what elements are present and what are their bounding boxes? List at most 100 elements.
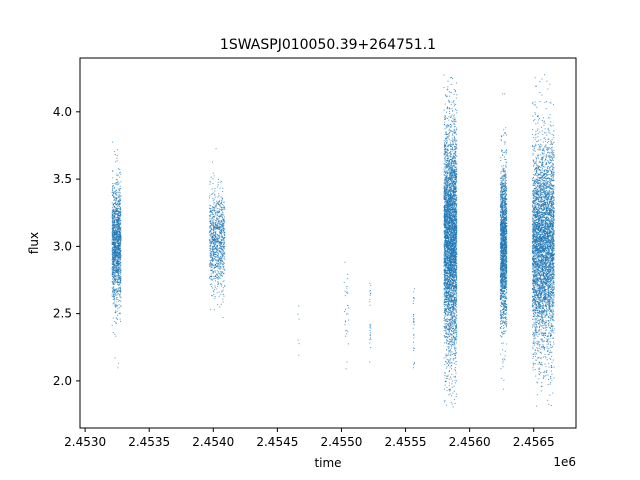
data-point	[212, 246, 214, 248]
data-point	[117, 200, 119, 202]
data-point	[222, 230, 224, 232]
data-point	[447, 88, 449, 90]
data-point	[215, 254, 217, 256]
data-point	[444, 236, 446, 238]
data-point	[453, 136, 455, 138]
data-point	[453, 229, 455, 231]
data-point	[448, 299, 450, 301]
data-point	[119, 257, 121, 259]
data-point	[448, 346, 450, 348]
data-point	[114, 279, 116, 281]
data-point	[449, 301, 451, 303]
data-point	[217, 267, 219, 269]
data-point	[116, 238, 118, 240]
data-point	[454, 196, 456, 198]
data-point	[447, 336, 449, 338]
data-point	[450, 327, 452, 329]
data-point	[221, 255, 223, 257]
data-point	[215, 275, 216, 277]
data-point	[448, 294, 450, 296]
data-point	[216, 241, 218, 243]
data-point	[119, 296, 121, 298]
data-point	[448, 190, 450, 192]
data-point	[117, 274, 119, 276]
data-point	[448, 285, 450, 287]
data-point	[216, 245, 218, 247]
data-point	[212, 223, 214, 225]
data-point	[116, 272, 118, 274]
data-point	[217, 234, 219, 236]
data-point	[215, 239, 217, 241]
data-point	[451, 144, 453, 146]
data-point	[111, 250, 113, 252]
data-point	[113, 236, 115, 238]
data-point	[116, 291, 118, 293]
data-point	[450, 226, 452, 228]
data-point	[224, 228, 226, 230]
data-point	[215, 224, 217, 226]
data-point	[446, 290, 448, 292]
data-point	[113, 253, 115, 255]
data-point	[453, 88, 455, 90]
data-point	[114, 271, 116, 273]
data-point	[111, 267, 113, 269]
data-point	[222, 214, 224, 216]
data-point	[450, 200, 452, 202]
data-point	[115, 207, 117, 209]
data-point	[113, 257, 115, 259]
data-point	[444, 210, 446, 212]
data-point	[213, 258, 215, 260]
data-point	[220, 245, 222, 247]
data-point	[450, 176, 452, 178]
data-point	[451, 276, 453, 278]
data-point	[209, 249, 211, 251]
data-point	[112, 218, 114, 220]
data-point	[210, 241, 212, 243]
data-point	[115, 239, 117, 241]
data-point	[412, 364, 414, 366]
data-point	[221, 254, 223, 256]
data-point	[449, 325, 451, 327]
data-point	[212, 213, 214, 215]
data-point	[446, 297, 448, 299]
data-point	[118, 257, 120, 259]
data-point	[214, 245, 215, 247]
data-point	[449, 255, 451, 257]
data-point	[443, 188, 445, 190]
data-point	[450, 192, 452, 194]
data-point	[209, 225, 211, 227]
data-point	[111, 234, 113, 236]
data-point	[451, 326, 453, 328]
data-point	[113, 261, 115, 263]
data-point	[223, 243, 225, 245]
data-point	[115, 191, 117, 193]
data-point	[211, 239, 213, 241]
data-point	[445, 127, 447, 129]
data-point	[452, 316, 454, 318]
data-point	[444, 142, 446, 144]
data-point	[445, 367, 447, 369]
data-point	[222, 275, 223, 277]
data-point	[220, 303, 222, 305]
data-point	[113, 240, 115, 242]
data-point	[445, 212, 447, 214]
data-point	[115, 233, 116, 235]
data-point	[449, 174, 451, 176]
data-point	[222, 220, 224, 222]
data-point	[450, 322, 452, 324]
data-point	[445, 207, 447, 209]
data-point	[443, 147, 445, 149]
data-point	[445, 236, 447, 238]
data-point	[114, 269, 116, 271]
data-point	[448, 351, 450, 353]
data-point	[213, 251, 215, 253]
data-point	[112, 237, 114, 239]
data-point	[113, 221, 115, 223]
data-point	[115, 310, 117, 312]
data-point	[413, 341, 415, 343]
data-point	[212, 209, 214, 211]
data-point	[113, 280, 115, 282]
data-point	[112, 266, 114, 268]
data-point	[215, 227, 217, 229]
data-point	[444, 232, 446, 234]
